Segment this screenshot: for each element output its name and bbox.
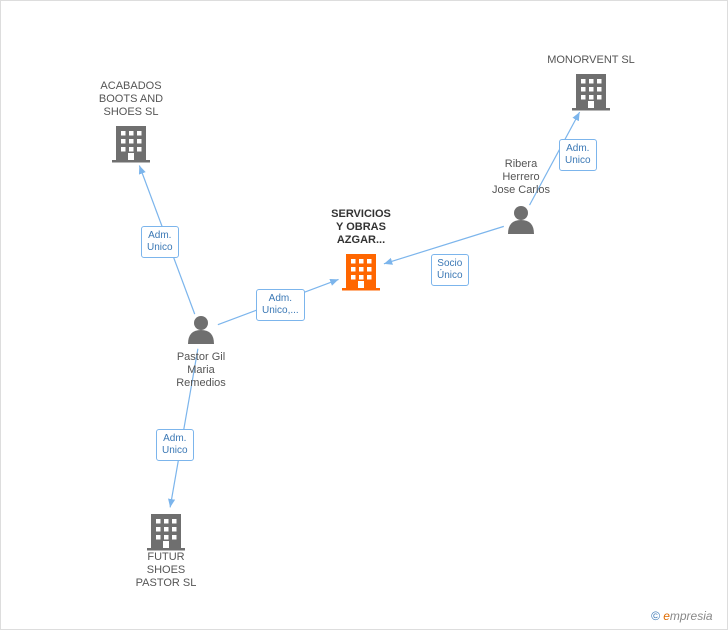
node-label-futur: FUTUR SHOES PASTOR SL (106, 551, 226, 590)
edge-label-ribera-servicios[interactable]: Socio Único (431, 254, 469, 286)
building-icon-servicios[interactable] (342, 254, 380, 291)
edge-label-pastor-servicios[interactable]: Adm. Unico,... (256, 289, 305, 321)
building-icon-monorvent[interactable] (572, 74, 610, 111)
node-label-monorvent: MONORVENT SL (531, 54, 651, 67)
node-label-acabados: ACABADOS BOOTS AND SHOES SL (71, 80, 191, 119)
node-label-ribera: Ribera Herrero Jose Carlos (461, 158, 581, 197)
credit-e: e (663, 609, 670, 623)
credit-label: © empresia (651, 609, 713, 623)
person-icon-pastor[interactable] (188, 316, 214, 344)
edge-label-pastor-futur[interactable]: Adm. Unico (156, 429, 194, 461)
node-label-servicios: SERVICIOS Y OBRAS AZGAR... (301, 208, 421, 247)
node-label-pastor: Pastor Gil Maria Remedios (141, 351, 261, 390)
building-icon-acabados[interactable] (112, 126, 150, 163)
building-icon-futur[interactable] (147, 514, 185, 551)
credit-rest: mpresia (670, 609, 713, 623)
person-icon-ribera[interactable] (508, 206, 534, 234)
credit-copyright: © (651, 609, 660, 623)
edge-label-pastor-acabados[interactable]: Adm. Unico (141, 226, 179, 258)
